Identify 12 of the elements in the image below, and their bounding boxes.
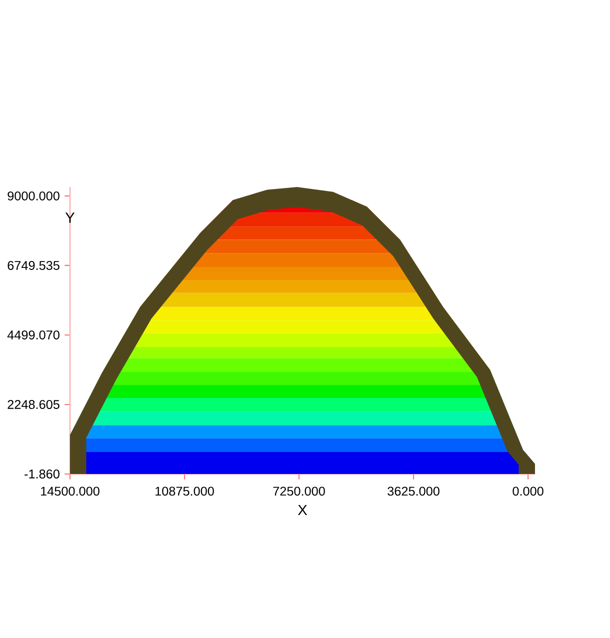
x-axis-title: X [298,504,308,516]
y-tick-label: 2248.605 [8,400,60,409]
y-tick-label: 4499.070 [7,330,60,340]
y-tick-label: 6749.535 [8,260,60,270]
x-tick-label: 3625.000 [388,486,440,496]
x-tick-label: 14500.000 [41,486,100,496]
y-axis-title: Y [65,212,75,223]
x-tick-label: 0.000 [512,486,544,496]
y-tick-label: 9000.000 [8,191,60,200]
y-tick-label: -1.860 [24,470,60,478]
x-tick-label: 7250.000 [273,486,325,496]
x-tick-label: 10875.000 [156,486,214,496]
